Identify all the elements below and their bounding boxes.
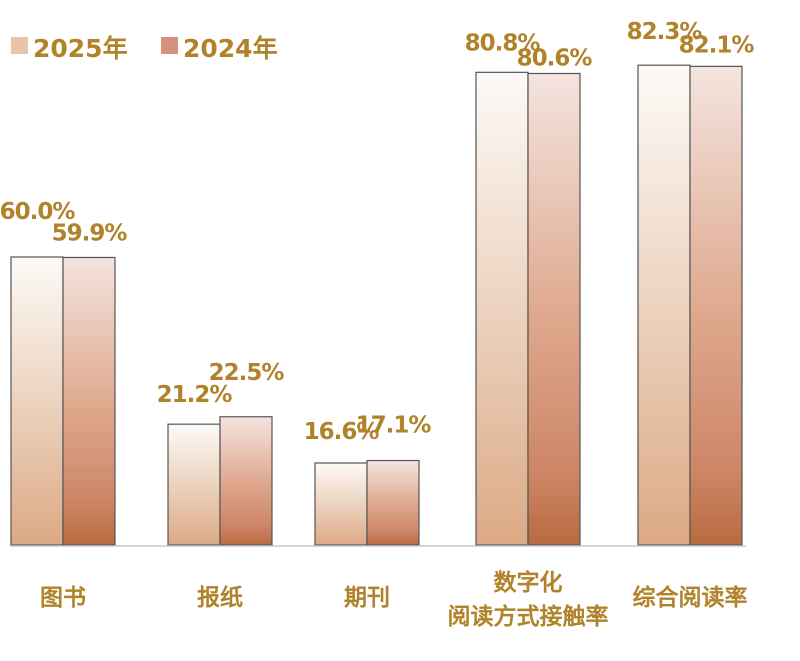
bar-2024-0 — [62, 256, 116, 546]
bar-2025-4 — [637, 64, 691, 546]
data-label-2024-2: 17.1% — [356, 413, 432, 439]
data-label-2025-1: 21.2% — [157, 382, 233, 408]
legend-label-2024: 2024年 — [183, 34, 278, 63]
category-label-4: 综合阅读率 — [633, 584, 748, 611]
data-label-2024-3: 80.6% — [517, 45, 593, 71]
legend-label-2025: 2025年 — [33, 34, 128, 63]
data-label-2024-1: 22.5% — [209, 360, 285, 386]
bar-2025-0 — [10, 256, 64, 546]
bar-2025-2 — [314, 462, 368, 546]
category-label-3: 阅读方式接触率 — [448, 603, 609, 630]
bar-2025-3 — [475, 71, 529, 546]
category-label-1: 报纸 — [197, 584, 243, 611]
data-label-2025-4: 82.3% — [627, 19, 703, 45]
data-label-2024-4: 82.1% — [679, 32, 755, 58]
bar-2024-2 — [366, 459, 420, 546]
category-label-0: 图书 — [40, 585, 86, 611]
data-label-2024-0: 59.9% — [52, 220, 128, 246]
bar-2024-1 — [219, 416, 273, 546]
data-label-2025-0: 60.0% — [0, 199, 75, 225]
bar-2025-1 — [167, 423, 221, 546]
data-label-2025-2: 16.6% — [304, 419, 380, 445]
bar-2024-3 — [527, 72, 581, 546]
data-label-2025-3: 80.8% — [465, 30, 541, 56]
legend-swatch-2024 — [161, 37, 178, 54]
category-label-2: 期刊 — [344, 585, 390, 611]
legend-swatch-2025 — [11, 37, 28, 54]
category-label-3: 数字化 — [494, 569, 563, 596]
bar-2024-4 — [689, 65, 743, 546]
legend: 2025年 2024年 — [11, 34, 278, 63]
